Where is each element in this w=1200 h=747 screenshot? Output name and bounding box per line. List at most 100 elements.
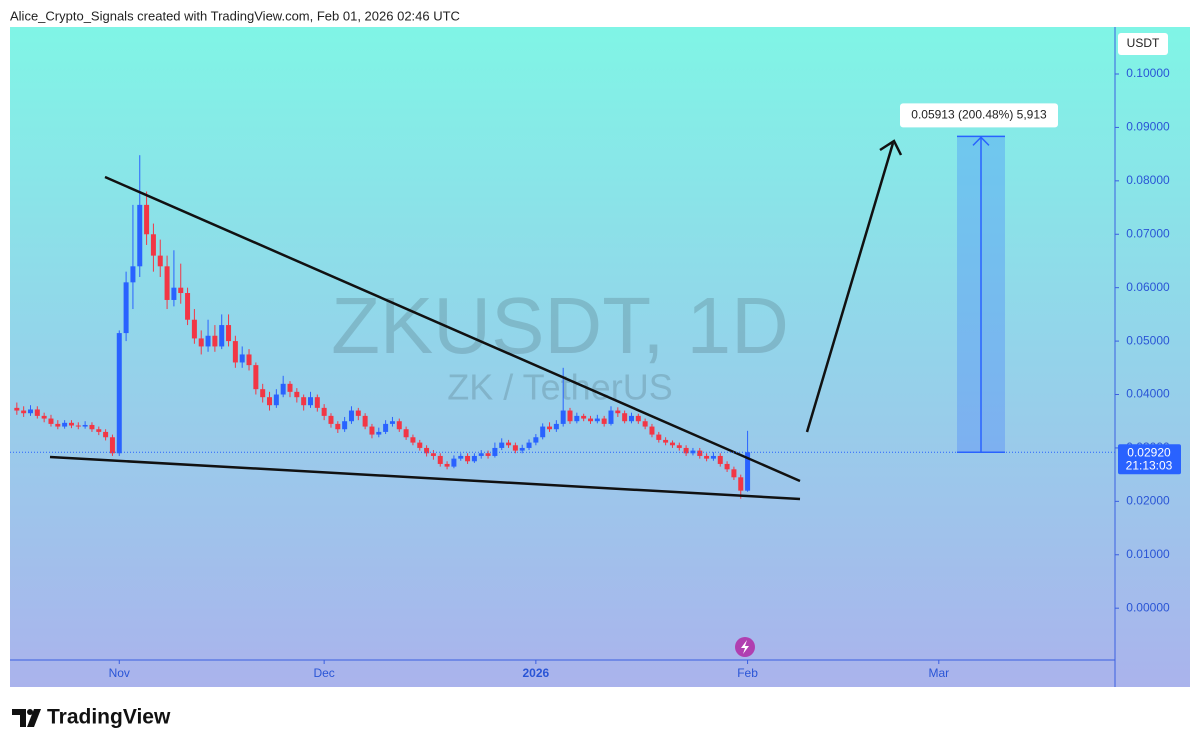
candle-body [417,442,423,448]
candle-body [424,447,430,454]
candle-body [55,423,61,427]
header-text: Alice_Crypto_Signals created with Tradin… [10,8,460,23]
candle-body [307,397,313,406]
candle-body [178,287,184,294]
candle-body [451,458,457,467]
candle-body [635,415,641,422]
candle-body [519,447,525,451]
candle-body [663,439,669,443]
measure-label: 0.05913 (200.48%) 5,913 [911,108,1047,122]
candle-body [14,407,20,411]
trendline-upper [104,175,801,483]
candle-body [198,338,204,347]
candle-body [492,447,498,456]
candle-body [130,266,136,283]
candle-body [355,410,361,416]
candle-body [369,426,375,435]
candle-body [205,335,211,347]
candle-body [608,410,614,424]
logo-mark-slash [27,709,41,727]
candle-body [430,453,436,456]
y-tick-label: 0.04000 [1126,387,1170,401]
candle-body [48,418,54,424]
candle-body [157,255,163,267]
candle-body [137,204,143,267]
candle-body [191,319,197,339]
x-tick-label: Feb [737,666,758,680]
candle-body [335,423,341,430]
candle-body [89,424,95,430]
candle-body [239,354,245,363]
candle-body [465,455,471,462]
candle-body [123,282,129,334]
y-tick-label: 0.07000 [1126,226,1170,240]
candle-body [622,413,628,422]
candle-body [348,410,354,422]
trendline-lower [49,455,801,501]
candle-body [676,445,682,448]
candle-body [506,442,512,446]
event-icon-bolt [741,640,749,654]
candle-body [219,325,225,347]
footer-brand: TradingView [47,706,171,729]
candle-body [287,383,293,392]
arrow-head [879,139,903,156]
candle-body [144,204,150,235]
candle-body [458,455,464,459]
candle-body [232,341,238,363]
candle-body [738,477,744,491]
y-tick-label: 0.01000 [1126,547,1170,561]
candle-body [437,455,443,464]
currency-label: USDT [1127,36,1160,50]
candle-body [396,421,402,430]
candle-body [267,397,273,406]
candle-body [444,463,450,467]
candle-body [82,424,88,427]
candle-body [478,453,484,456]
candle-body [328,415,334,424]
candle-body [717,455,723,464]
candle-body [560,410,566,424]
candle-body [642,421,648,427]
candle-body [103,431,109,438]
candle-body [628,415,634,422]
candle-body [745,452,751,491]
candle-body [314,397,320,408]
candle-body [34,409,40,416]
currency-box [1118,33,1168,55]
candle-body [150,234,156,256]
candle-body [376,431,382,435]
candle-body [246,354,252,366]
candle-body [540,426,546,438]
candle-body [547,426,553,430]
x-tick-label: Nov [109,666,130,680]
candle-body [410,437,416,443]
candle-body [294,391,300,398]
candle-body [731,469,737,478]
candle-body [389,421,395,424]
candle-body [21,410,27,414]
x-tick-label: 2026 [523,666,550,680]
candle-body [383,423,389,432]
candle-body [164,266,170,300]
candle-body [273,394,279,406]
y-tick-label: 0.08000 [1126,173,1170,187]
candle-body [403,429,409,438]
candle-body [471,455,477,462]
logo-mark [12,709,26,727]
candle-body [485,453,491,456]
watermark-subtitle: ZK / TetherUS [447,367,672,408]
candle-body [280,383,286,395]
x-tick-label: Dec [313,666,334,680]
y-tick-label: 0.09000 [1126,120,1170,134]
candle-body [588,418,594,422]
candle-body [116,333,122,454]
last-price-box [1118,444,1181,475]
candle-body [362,415,368,427]
candle-body [615,410,621,414]
y-tick-label: 0.10000 [1126,66,1170,80]
candle-body [574,415,580,422]
candle-body [499,442,505,448]
candle-body [109,437,115,454]
